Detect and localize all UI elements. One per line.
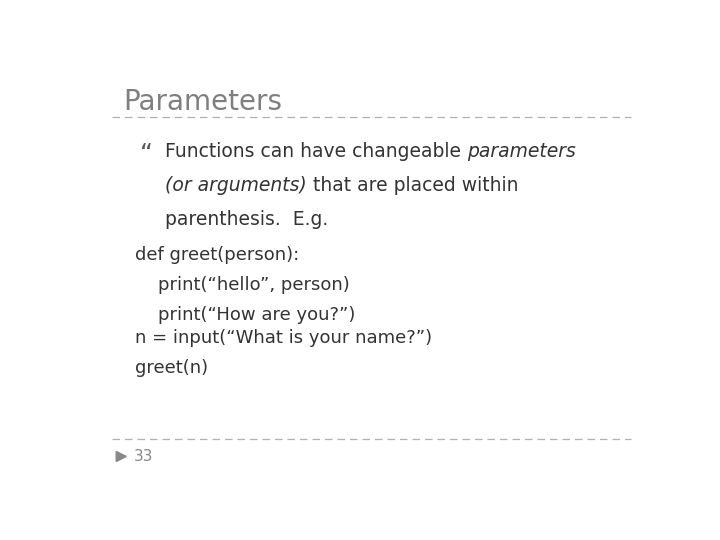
Text: n = input(“What is your name?”): n = input(“What is your name?”)	[135, 329, 432, 347]
Text: print(“hello”, person): print(“hello”, person)	[135, 276, 349, 294]
Text: parenthesis.  E.g.: parenthesis. E.g.	[166, 210, 328, 229]
Text: 33: 33	[133, 449, 153, 464]
Text: Functions can have changeable: Functions can have changeable	[166, 141, 467, 161]
Polygon shape	[116, 451, 126, 462]
Text: “: “	[140, 141, 153, 166]
Text: Parameters: Parameters	[124, 87, 282, 116]
Text: greet(n): greet(n)	[135, 359, 208, 377]
Text: parameters: parameters	[467, 141, 576, 161]
Text: (or arguments): (or arguments)	[166, 176, 307, 195]
Text: print(“How are you?”): print(“How are you?”)	[135, 306, 355, 325]
Text: def greet(person):: def greet(person):	[135, 246, 299, 264]
Text: that are placed within: that are placed within	[307, 176, 518, 195]
